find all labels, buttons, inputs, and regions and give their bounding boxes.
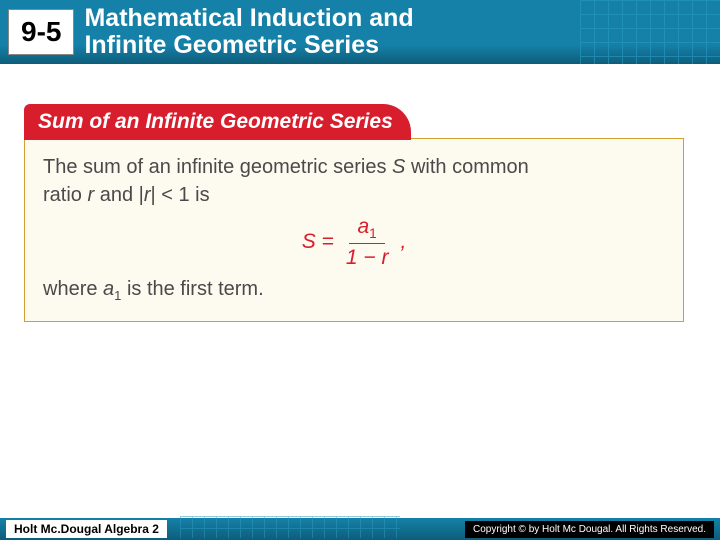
variable-S: S	[392, 156, 405, 178]
formula-numerator: a1	[349, 215, 384, 244]
section-number-badge: 9-5	[8, 9, 74, 55]
intro-text-2: with common	[405, 156, 528, 178]
formula-fraction: a1 1 − r	[338, 215, 397, 269]
footer-textbook-label: Holt Mc.Dougal Algebra 2	[6, 520, 167, 538]
theorem-intro-line1: The sum of an infinite geometric series …	[43, 153, 665, 181]
theorem-intro-line2: ratio r and |r| < 1 is	[43, 181, 665, 209]
numerator-a: a	[357, 215, 369, 238]
formula-S: S	[302, 230, 316, 253]
formula: S = a1 1 − r ,	[43, 215, 665, 269]
numerator-sub: 1	[369, 226, 377, 241]
formula-equals: =	[316, 230, 334, 253]
slide-content: Sum of an Infinite Geometric Series The …	[0, 64, 720, 322]
outro-a: a	[103, 278, 114, 300]
intro-text-4: and |	[94, 184, 144, 206]
variable-r2: r	[144, 184, 151, 206]
footer-grid-decoration	[180, 516, 400, 538]
theorem-tab: Sum of an Infinite Geometric Series	[24, 104, 411, 140]
theorem-outro: where a1 is the first term.	[43, 275, 665, 305]
slide-footer: Holt Mc.Dougal Algebra 2 Copyright © by …	[0, 518, 720, 540]
theorem-box: The sum of an infinite geometric series …	[24, 138, 684, 322]
slide-header: 9-5 Mathematical Induction and Infinite …	[0, 0, 720, 64]
formula-denominator: 1 − r	[338, 244, 397, 269]
intro-text-1: The sum of an infinite geometric series	[43, 156, 392, 178]
intro-text-3: ratio	[43, 184, 87, 206]
intro-text-5: | < 1 is	[151, 184, 210, 206]
formula-lhs: S =	[302, 227, 334, 256]
header-grid-decoration	[580, 0, 720, 64]
title-line-1: Mathematical Induction and	[84, 4, 413, 32]
title-line-2: Infinite Geometric Series	[84, 31, 379, 59]
footer-copyright: Copyright © by Holt Mc Dougal. All Right…	[465, 521, 714, 538]
formula-comma: ,	[400, 227, 406, 256]
outro-text-1: where	[43, 278, 103, 300]
outro-text-2: is the first term.	[121, 278, 263, 300]
slide-title: Mathematical Induction and Infinite Geom…	[84, 5, 413, 60]
